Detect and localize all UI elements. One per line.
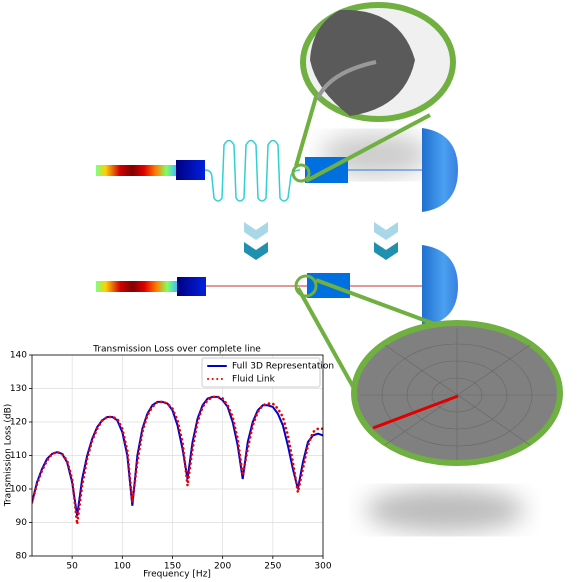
x-tick-label: 150 (164, 562, 181, 572)
y-tick-label: 100 (10, 485, 27, 495)
x-tick-label: 100 (114, 562, 131, 572)
x-tick-label: 200 (214, 562, 231, 572)
x-tick-label: 50 (66, 562, 78, 572)
series-group (32, 395, 323, 525)
chart: Transmission Loss over complete line Fre… (4, 345, 335, 580)
chart-title: Transmission Loss over complete line (92, 345, 261, 355)
y-tick-label: 80 (16, 552, 28, 562)
legend-label: Full 3D Representation (232, 362, 334, 372)
y-tick-label: 140 (10, 351, 27, 361)
illustration (96, 2, 563, 532)
y-tick-label: 120 (10, 418, 27, 428)
x-tick-label: 250 (264, 562, 281, 572)
x-tick-label: 300 (314, 562, 331, 572)
legend-box (201, 357, 321, 388)
plot-frame (31, 354, 324, 557)
line-series (32, 395, 323, 525)
legend-label: Fluid Link (232, 375, 276, 385)
y-tick-label: 130 (10, 384, 27, 394)
y-tick-label: 110 (10, 451, 27, 461)
x-axis-label: Frequency [Hz] (143, 570, 211, 580)
y-axis-label: Transmission Loss (dB) (4, 404, 14, 508)
y-tick-label: 90 (16, 518, 28, 528)
